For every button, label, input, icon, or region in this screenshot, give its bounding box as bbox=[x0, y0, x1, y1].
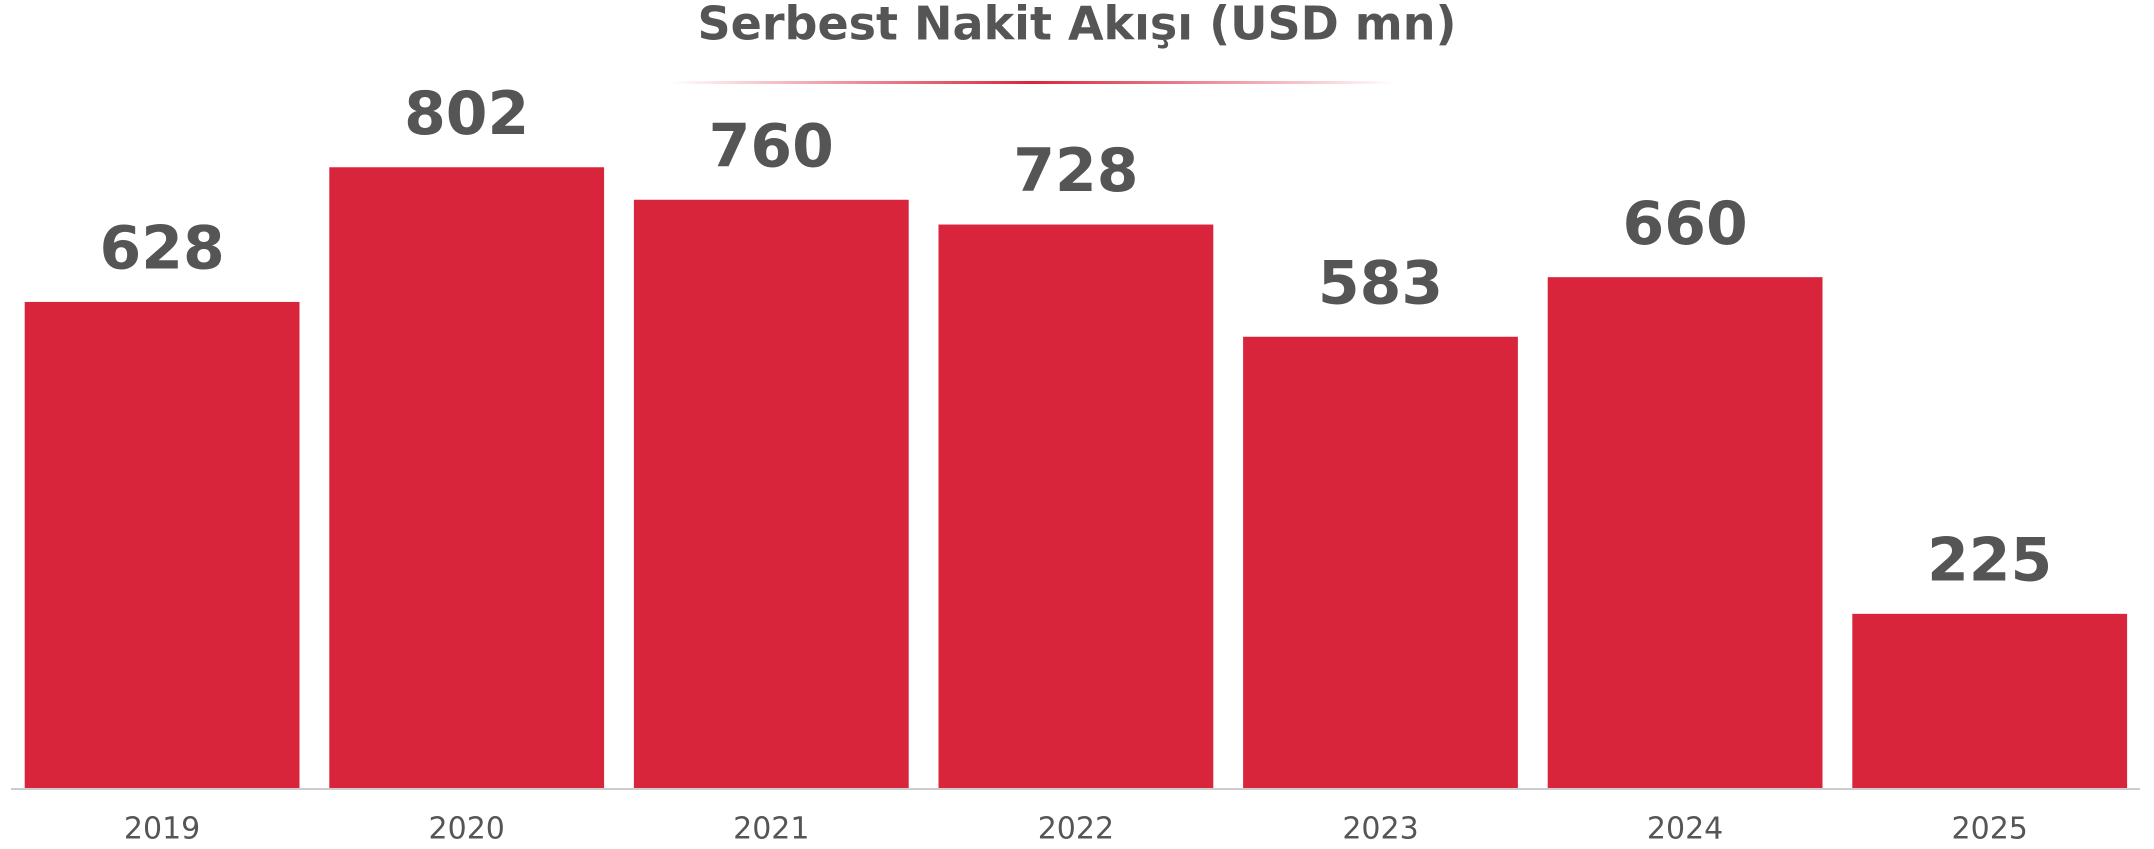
x-tick-label: 2023 bbox=[1342, 812, 1418, 847]
bar bbox=[329, 167, 605, 788]
x-tick-label: 2019 bbox=[124, 812, 200, 847]
title-underline bbox=[670, 81, 1395, 84]
chart-title: Serbest Nakit Akışı (USD mn) bbox=[698, 0, 1457, 51]
value-label: 225 bbox=[1927, 525, 2052, 595]
x-tick-label: 2022 bbox=[1038, 812, 1114, 847]
bar bbox=[24, 301, 300, 788]
bar bbox=[1243, 336, 1518, 788]
value-label: 728 bbox=[1013, 136, 1138, 206]
bar bbox=[1852, 613, 2128, 788]
x-tick-label: 2020 bbox=[429, 812, 505, 847]
value-label: 628 bbox=[99, 214, 224, 284]
x-tick-label: 2021 bbox=[733, 812, 809, 847]
x-tick-label: 2024 bbox=[1647, 812, 1723, 847]
value-label: 583 bbox=[1318, 248, 1443, 318]
bar bbox=[1547, 277, 1823, 788]
value-label: 802 bbox=[404, 79, 529, 149]
bar bbox=[938, 224, 1214, 788]
value-label: 660 bbox=[1622, 189, 1747, 259]
x-tick-label: 2025 bbox=[1952, 812, 2028, 847]
bar bbox=[633, 199, 909, 788]
value-label: 760 bbox=[709, 111, 834, 181]
